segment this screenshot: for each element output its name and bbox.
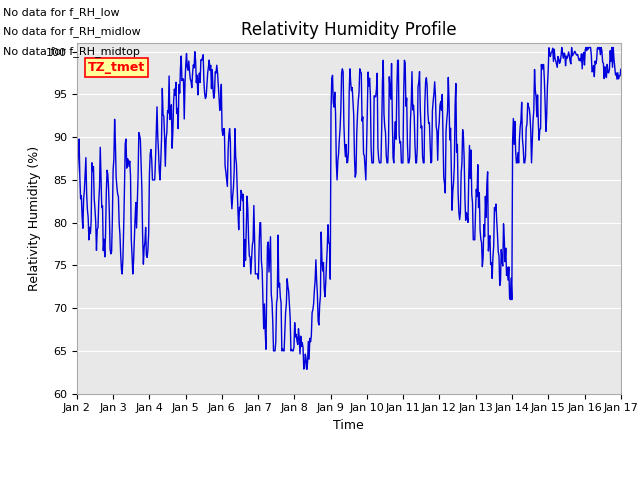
- Text: No data for f_RH_low: No data for f_RH_low: [3, 7, 120, 18]
- Legend: 22m: 22m: [308, 474, 389, 480]
- Text: No data for f_RH_midtop: No data for f_RH_midtop: [3, 46, 140, 57]
- Y-axis label: Relativity Humidity (%): Relativity Humidity (%): [28, 146, 40, 291]
- Text: No data for f_RH_midlow: No data for f_RH_midlow: [3, 26, 141, 37]
- Title: Relativity Humidity Profile: Relativity Humidity Profile: [241, 21, 456, 39]
- Text: TZ_tmet: TZ_tmet: [88, 61, 145, 74]
- X-axis label: Time: Time: [333, 419, 364, 432]
